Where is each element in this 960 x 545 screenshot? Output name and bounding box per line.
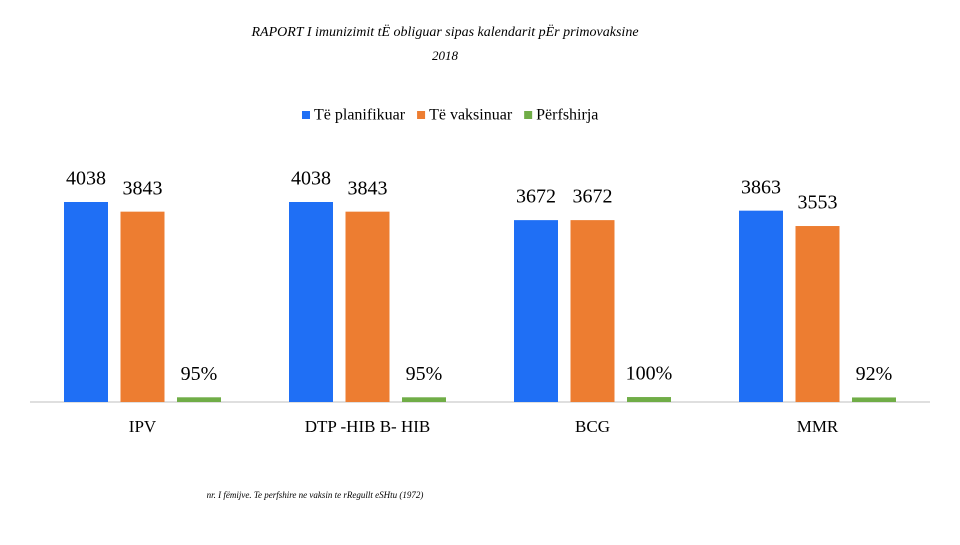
x-tick-label: MMR [797,417,839,436]
x-tick-label: IPV [129,417,157,436]
data-label: 95% [181,363,218,385]
bar [514,220,558,402]
data-label: 4038 [291,168,331,190]
data-label: 92% [856,363,893,385]
bar [852,397,896,402]
x-tick-label: DTP -HIB B- HIB [305,417,430,436]
bar [795,226,840,402]
bar [402,397,446,402]
bar [627,397,671,402]
data-label: 4038 [66,168,106,190]
legend-swatch [302,111,310,119]
data-label: 3672 [516,186,556,208]
footnote: nr. I fëmijve. Te perfshire ne vaksin te… [207,490,424,500]
chart-subtitle: 2018 [432,48,459,63]
legend-swatch [417,111,426,119]
bar [177,397,221,402]
legend-label: Përfshirja [536,107,598,124]
legend-label: Të vaksinuar [429,107,513,124]
bar [570,220,615,402]
bar [345,211,390,402]
bar [289,202,333,402]
data-label: 3843 [123,177,163,199]
legend-swatch [524,111,533,119]
bar [120,211,165,402]
data-label: 95% [406,363,443,385]
chart-title: RAPORT I imunizimit tË obliguar sipas ka… [250,23,638,40]
bar [64,202,108,402]
data-label: 3843 [348,177,388,199]
legend-label: Të planifikuar [314,107,406,124]
x-tick-label: BCG [575,417,610,436]
bar [739,210,783,402]
data-label: 3863 [741,176,781,198]
data-label: 3672 [573,186,613,208]
data-label: 100% [626,363,673,385]
data-label: 3553 [798,192,838,214]
